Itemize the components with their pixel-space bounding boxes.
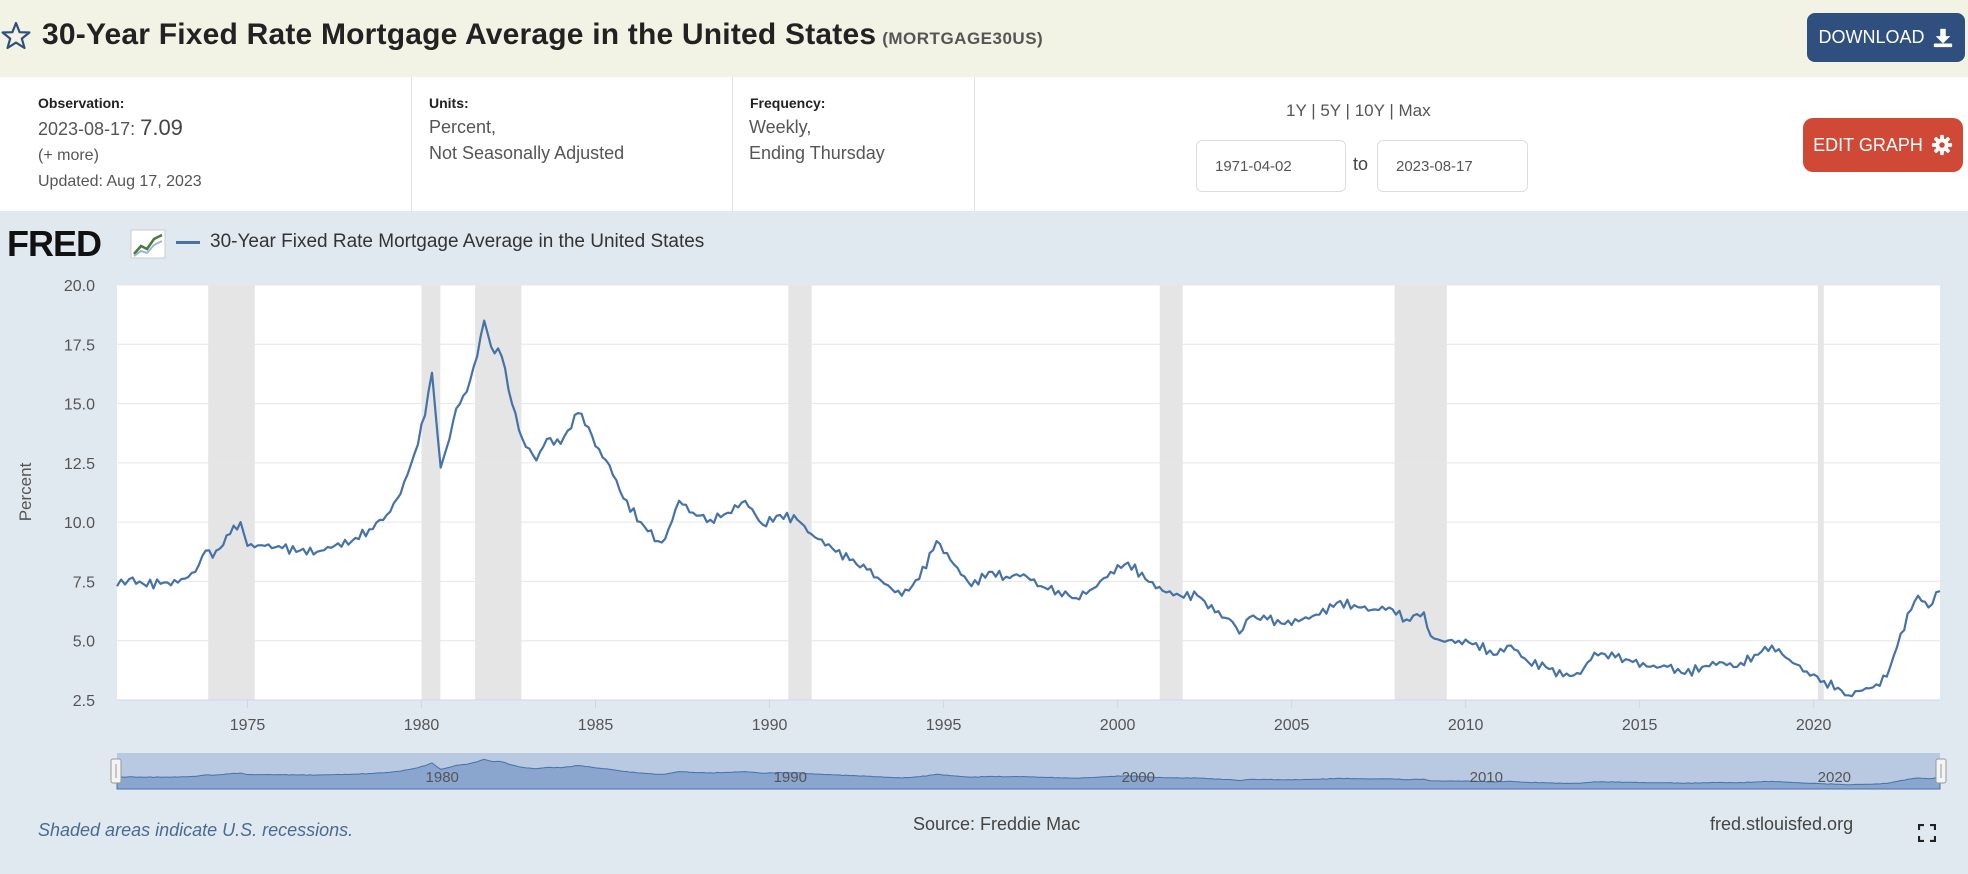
recession-band-3 <box>475 285 522 700</box>
x-tick-label: 2020 <box>1796 717 1832 734</box>
recession-band-6 <box>1394 285 1447 700</box>
fullscreen-icon[interactable] <box>1918 824 1936 842</box>
units-section: Units: Percent, Not Seasonally Adjusted <box>411 77 731 211</box>
plot-background <box>117 285 1940 700</box>
star-icon[interactable] <box>0 20 32 52</box>
y-axis: 20.0 17.5 15.0 12.5 10.0 7.5 5.0 2.5 <box>64 278 95 710</box>
gear-icon <box>1931 134 1952 156</box>
more-observations-link[interactable]: (+ more) <box>38 147 99 164</box>
y-tick-label: 7.5 <box>73 574 95 591</box>
edit-graph-button[interactable]: EDIT GRAPH <box>1803 118 1963 172</box>
download-button[interactable]: DOWNLOAD <box>1807 13 1965 62</box>
observation-line: 2023-08-17: 7.09 <box>38 115 183 141</box>
y-tick-label: 2.5 <box>73 693 95 710</box>
y-axis-title: Percent <box>16 462 35 521</box>
recession-footnote: Shaded areas indicate U.S. recessions. <box>38 820 354 840</box>
legend-label: 30-Year Fixed Rate Mortgage Average in t… <box>210 231 705 252</box>
observation-date: 2023-08-17: <box>38 119 136 139</box>
frequency-line-1: Weekly, <box>749 117 812 137</box>
x-tick-label: 2015 <box>1622 717 1658 734</box>
series-line-mortgage30us <box>116 319 1941 698</box>
fred-logo-graph-icon <box>130 229 166 259</box>
navigator-label: 2000 <box>1122 769 1155 786</box>
navigator-series <box>116 758 1941 790</box>
date-to-label: to <box>1353 154 1369 174</box>
observation-value: 7.09 <box>140 115 183 140</box>
series-line <box>116 319 1941 698</box>
series-metadata: Observation: 2023-08-17: 7.09 (+ more) U… <box>0 77 1968 211</box>
page-title: 30-Year Fixed Rate Mortgage Average in t… <box>42 18 1043 52</box>
frequency-line-2: Ending Thursday <box>749 143 885 163</box>
y-tick-label: 15.0 <box>64 397 95 414</box>
chart-legend[interactable]: 30-Year Fixed Rate Mortgage Average in t… <box>176 231 704 253</box>
fred-logo: FRED <box>7 226 166 260</box>
range-navigator[interactable]: 1980 1990 2000 2010 2020 <box>110 753 1947 790</box>
edit-graph-label: EDIT GRAPH <box>1813 134 1923 155</box>
navigator-label: 1990 <box>774 769 807 786</box>
x-tick-label: 1990 <box>752 717 788 734</box>
site-label[interactable]: fred.stlouisfed.org <box>1710 814 1854 834</box>
navigator-labels: 1980 1990 2000 2010 2020 <box>426 769 1852 786</box>
x-tick-label: 1975 <box>230 717 266 734</box>
column-divider <box>974 77 975 211</box>
end-date-input[interactable] <box>1377 140 1528 192</box>
units-line-1: Percent, <box>429 117 497 137</box>
units-line-2: Not Seasonally Adjusted <box>429 143 625 163</box>
recession-bands <box>208 285 1824 700</box>
y-tick-label: 17.5 <box>64 337 95 354</box>
recession-band-2 <box>421 285 441 700</box>
recession-band-5 <box>1159 285 1183 700</box>
frequency-section: Frequency: Weekly, Ending Thursday <box>732 77 974 211</box>
y-tick-label: 20.0 <box>64 278 95 295</box>
download-icon <box>1933 28 1952 47</box>
frequency-label: Frequency: <box>750 95 826 111</box>
recession-band-1 <box>208 285 255 700</box>
navigator-label: 1980 <box>426 769 459 786</box>
recession-band-4 <box>788 285 812 700</box>
navigator-area <box>116 758 1941 790</box>
download-label: DOWNLOAD <box>1818 27 1925 47</box>
recession-band-7 <box>1817 285 1824 700</box>
x-tick-label: 1985 <box>578 717 614 734</box>
range-shortcut-links[interactable]: 1Y | 5Y | 10Y | Max <box>1286 101 1431 120</box>
observation-section: Observation: 2023-08-17: 7.09 (+ more) U… <box>38 77 408 211</box>
series-id: (MORTGAGE30US) <box>882 29 1044 48</box>
start-date-input[interactable] <box>1196 140 1346 192</box>
units-label: Units: <box>429 95 469 111</box>
fred-logo-text: FRED <box>7 226 101 260</box>
observation-label: Observation: <box>38 95 125 111</box>
x-tick-label: 1980 <box>404 717 440 734</box>
gridlines <box>117 284 1940 701</box>
y-tick-label: 5.0 <box>73 634 95 651</box>
x-axis: 1975 1980 1985 1990 1995 2000 2005 2010 2015 2020 <box>230 700 1832 734</box>
navigator-label: 2010 <box>1470 769 1503 786</box>
x-tick-label: 2005 <box>1274 717 1310 734</box>
y-tick-label: 12.5 <box>64 456 95 473</box>
page-header: 30-Year Fixed Rate Mortgage Average in t… <box>0 0 1968 77</box>
navigator-label: 2020 <box>1818 769 1851 786</box>
source-label: Source: Freddie Mac <box>913 814 1081 834</box>
series-title: 30-Year Fixed Rate Mortgage Average in t… <box>42 18 877 51</box>
legend-swatch <box>176 240 200 244</box>
x-tick-label: 1995 <box>926 717 962 734</box>
x-tick-label: 2010 <box>1448 717 1484 734</box>
updated-date: Updated: Aug 17, 2023 <box>38 173 202 190</box>
x-tick-label: 2000 <box>1100 717 1136 734</box>
y-tick-label: 10.0 <box>64 515 95 532</box>
